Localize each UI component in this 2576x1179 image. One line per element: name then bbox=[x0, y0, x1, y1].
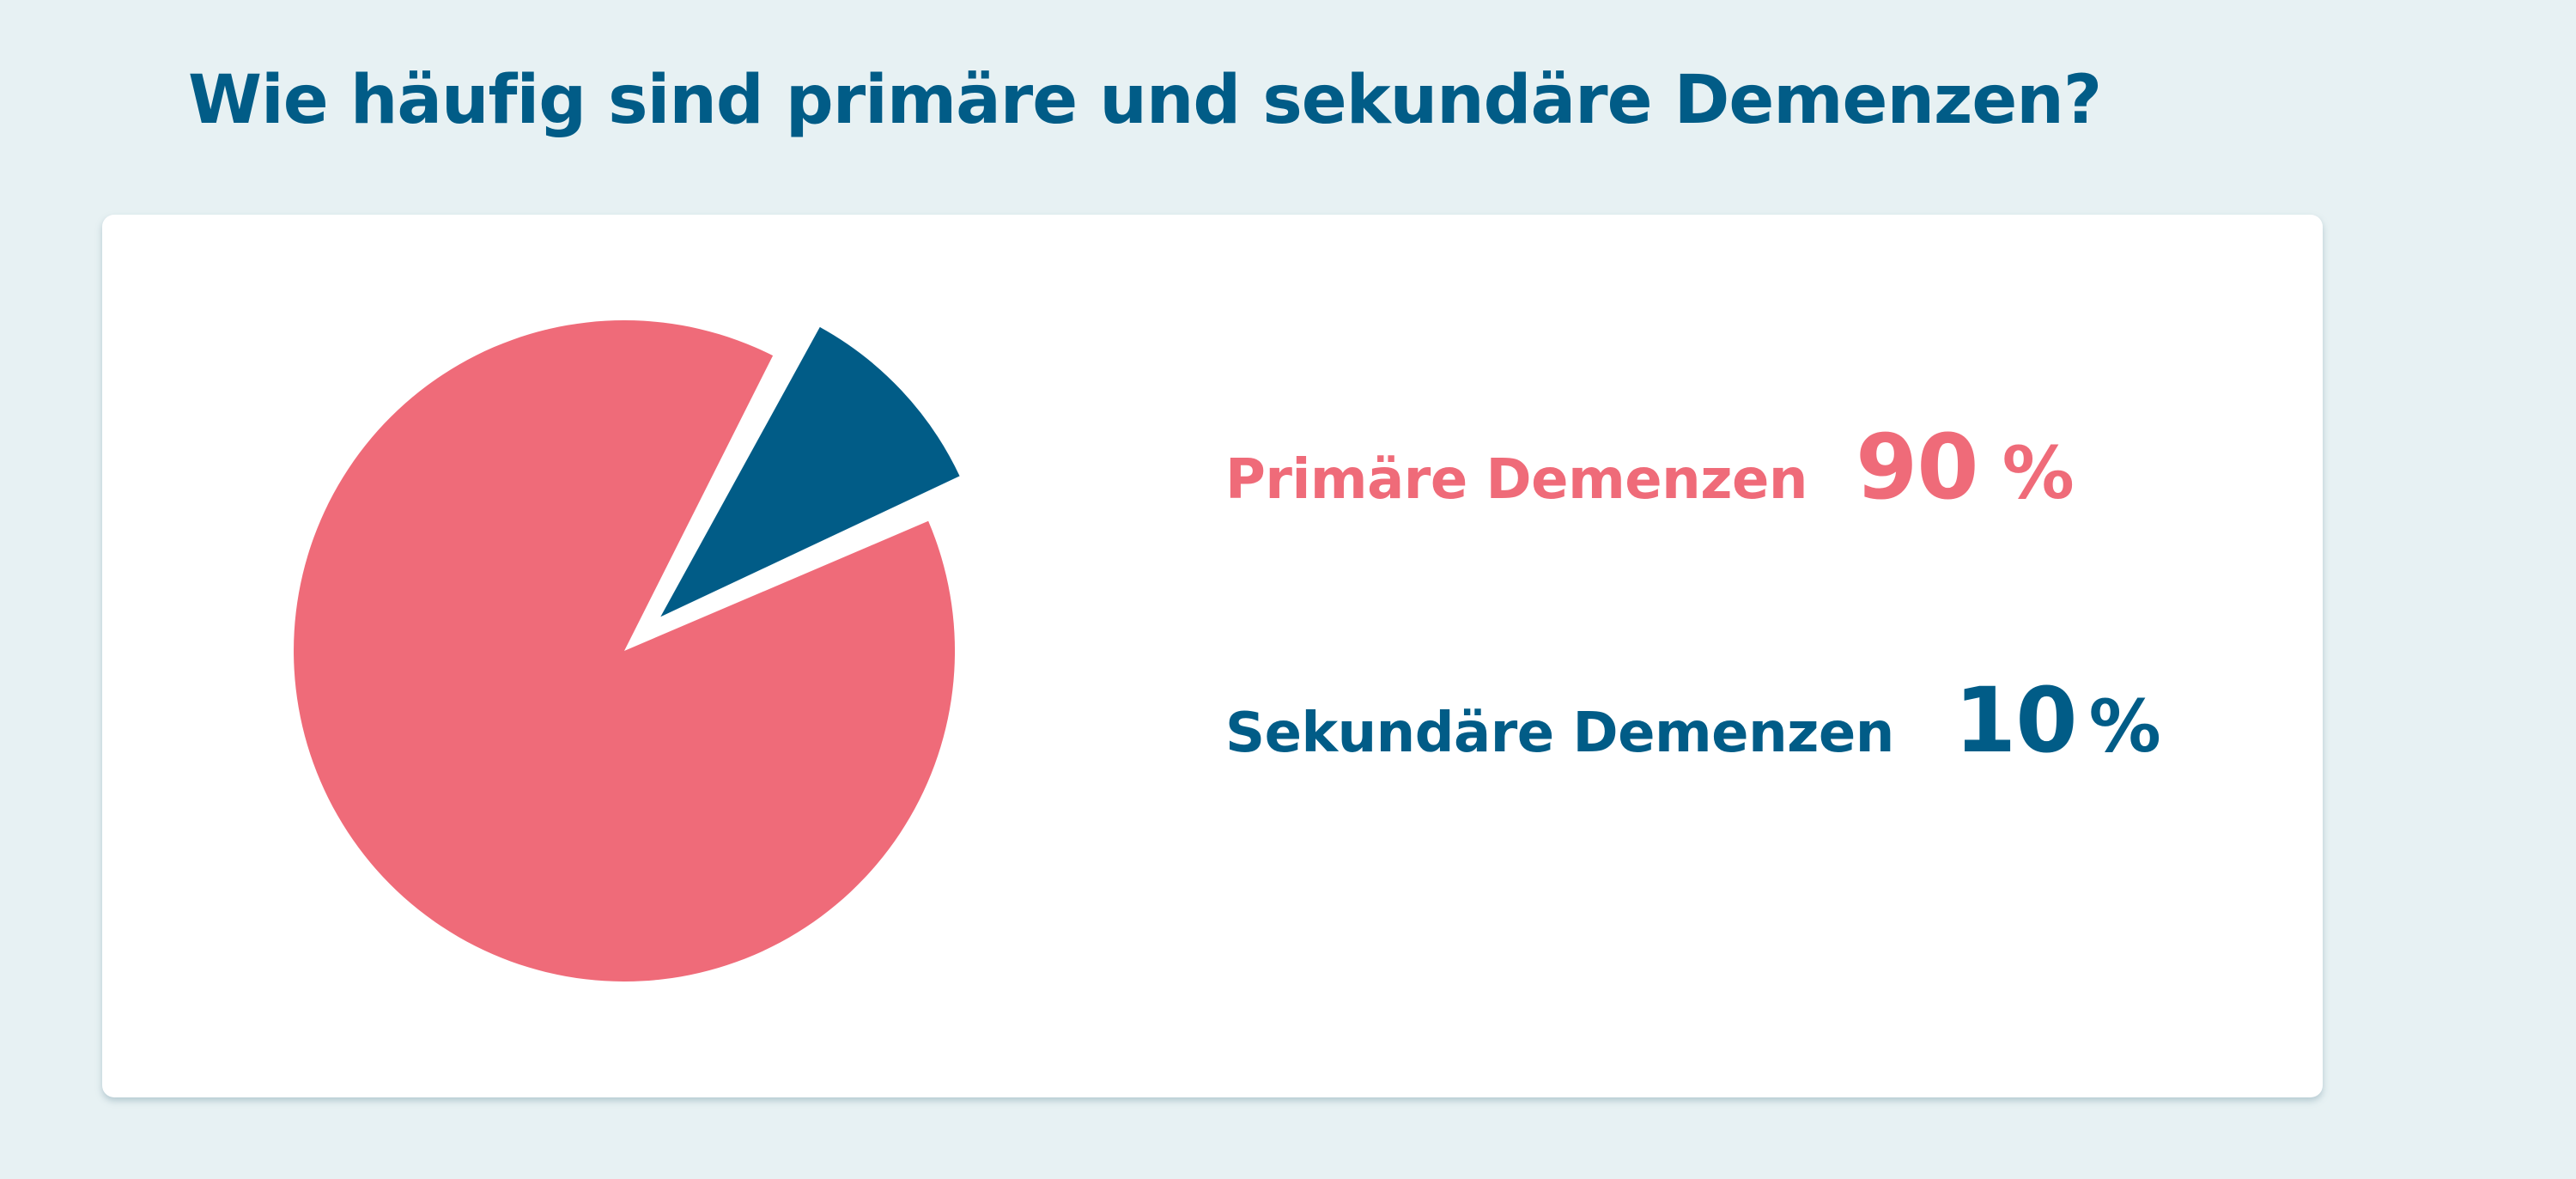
legend-unit-primary: % bbox=[2002, 431, 2075, 515]
pie-slice-secondary bbox=[660, 326, 960, 617]
legend-label-primary: Primäre Demenzen bbox=[1225, 448, 1807, 512]
legend-item-secondary: Sekundäre Demenzen 10 % bbox=[1225, 668, 2161, 773]
pie-chart bbox=[294, 320, 960, 982]
pie-slice-primary bbox=[294, 320, 956, 982]
legend-value-primary: 90 bbox=[1855, 415, 1979, 520]
legend-unit-secondary: % bbox=[2088, 684, 2161, 769]
legend-value-secondary: 10 bbox=[1953, 668, 2078, 773]
legend-item-primary: Primäre Demenzen 90 % bbox=[1225, 415, 2075, 520]
chart-card: Primäre Demenzen 90 % Sekundäre Demenzen… bbox=[102, 215, 2323, 1097]
page-title: Wie häufig sind primäre und sekundäre De… bbox=[188, 62, 2102, 139]
legend-label-secondary: Sekundäre Demenzen bbox=[1225, 702, 1894, 765]
